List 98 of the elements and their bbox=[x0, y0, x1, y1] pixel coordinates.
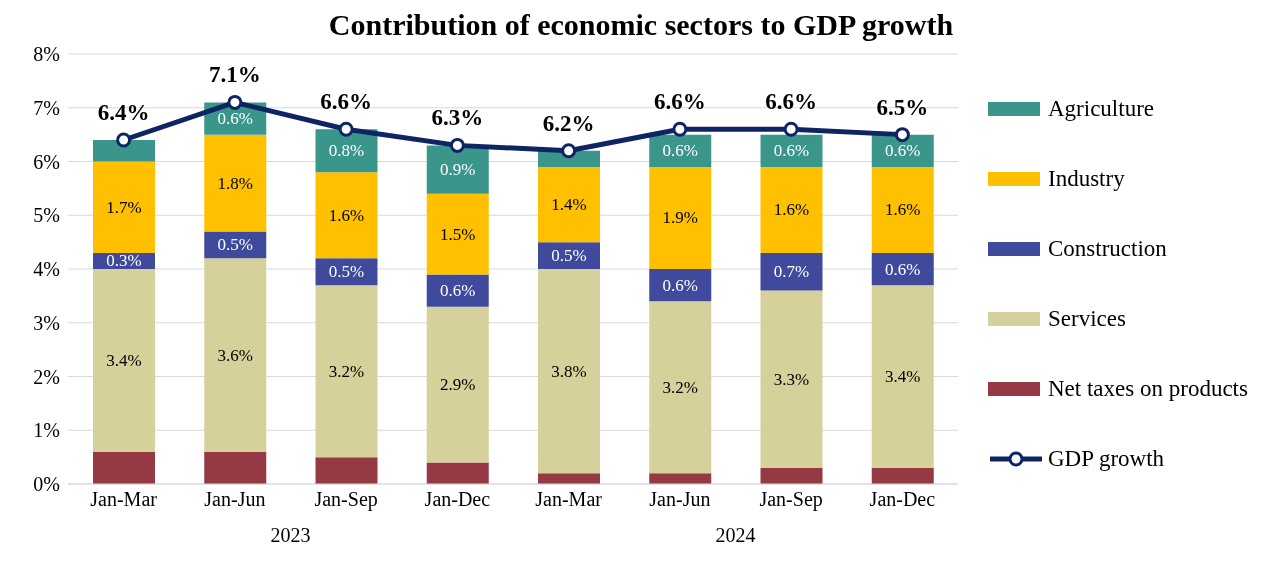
point bbox=[116, 132, 132, 148]
data-label: 3.6% bbox=[217, 345, 253, 365]
bar bbox=[871, 467, 934, 484]
data-label: 3.2% bbox=[328, 361, 365, 381]
data-label: 0.6% bbox=[662, 141, 698, 161]
legend-label: Construction bbox=[1048, 236, 1167, 262]
data-label: 0.3% bbox=[106, 251, 142, 271]
data-label: 7.1% bbox=[209, 62, 261, 88]
y-tick-label: 8% bbox=[33, 43, 60, 66]
bar bbox=[649, 473, 712, 484]
bar bbox=[426, 193, 489, 275]
bar bbox=[871, 285, 934, 468]
data-label: 3.3% bbox=[773, 369, 810, 389]
bar bbox=[93, 161, 155, 253]
y-tick-label: 7% bbox=[33, 96, 60, 119]
bar bbox=[760, 467, 823, 484]
y-tick-label: 6% bbox=[33, 150, 60, 173]
data-label: 0.9% bbox=[440, 160, 476, 180]
bar bbox=[204, 134, 267, 232]
bar bbox=[760, 252, 823, 291]
point bbox=[449, 137, 465, 153]
data-label: 0.5% bbox=[217, 235, 253, 255]
legend-label: Services bbox=[1048, 306, 1126, 332]
point bbox=[338, 121, 354, 137]
bar bbox=[93, 451, 155, 484]
y-tick-label: 0% bbox=[33, 473, 60, 496]
bar bbox=[649, 301, 712, 474]
data-label: 1.4% bbox=[551, 195, 587, 214]
x-tick-label: Jan-Sep bbox=[759, 488, 823, 512]
data-label: 1.5% bbox=[440, 224, 476, 244]
data-label: 1.7% bbox=[106, 197, 142, 217]
y-tick-label: 3% bbox=[33, 311, 60, 334]
data-label: 1.6% bbox=[885, 200, 921, 220]
data-label: 0.5% bbox=[328, 262, 365, 282]
y-tick-label: 2% bbox=[33, 365, 60, 388]
data-label: 1.6% bbox=[773, 200, 810, 220]
data-label: 6.2% bbox=[542, 110, 595, 136]
x-tick-label: Jan-Mar bbox=[535, 488, 603, 511]
chart-title: Contribution of economic sectors to GDP growth bbox=[327, 8, 955, 42]
bar bbox=[426, 274, 489, 307]
bar bbox=[93, 269, 155, 452]
data-label: 0.6% bbox=[885, 259, 921, 279]
bar bbox=[315, 172, 378, 259]
bar bbox=[871, 166, 934, 253]
x-tick-label: Jan-Dec bbox=[424, 488, 491, 511]
point bbox=[783, 121, 799, 137]
legend-label: Agriculture bbox=[1048, 96, 1155, 122]
data-label: 3.4% bbox=[106, 350, 142, 370]
data-label: 0.7% bbox=[773, 262, 810, 282]
legend-label: Industry bbox=[1048, 166, 1125, 192]
bar bbox=[315, 457, 378, 484]
bar bbox=[315, 285, 378, 458]
legend-label: Net taxes on products bbox=[1048, 376, 1248, 402]
bar bbox=[538, 269, 600, 474]
bar bbox=[426, 306, 489, 463]
data-label: 6.6% bbox=[765, 89, 817, 115]
data-label: 6.5% bbox=[876, 94, 929, 120]
bar bbox=[760, 166, 823, 253]
data-label: 1.6% bbox=[328, 205, 365, 225]
data-label: 1.8% bbox=[217, 173, 253, 193]
bar bbox=[760, 290, 823, 468]
data-label: 6.6% bbox=[320, 89, 372, 115]
data-label: 0.6% bbox=[217, 109, 253, 128]
data-label: 0.6% bbox=[773, 141, 810, 161]
data-label: 1.9% bbox=[662, 208, 698, 228]
data-label: 3.4% bbox=[885, 367, 921, 386]
bar bbox=[204, 258, 267, 452]
data-label: 0.5% bbox=[551, 246, 587, 266]
data-label: 2.9% bbox=[440, 375, 476, 395]
data-label: 0.8% bbox=[328, 141, 365, 161]
data-label: 0.6% bbox=[440, 281, 476, 300]
data-label: 3.2% bbox=[662, 377, 698, 397]
bar bbox=[93, 140, 155, 162]
y-tick-label: 5% bbox=[33, 204, 60, 227]
data-label: 0.6% bbox=[885, 141, 921, 161]
data-label: 0.6% bbox=[662, 275, 698, 295]
y-tick-label: 4% bbox=[33, 258, 60, 281]
data-label: 6.6% bbox=[654, 89, 706, 115]
x-tick-label: Jan-Dec bbox=[869, 488, 936, 511]
x-tick-label: Jan-Mar bbox=[90, 488, 158, 511]
text: 2023 bbox=[269, 524, 312, 547]
x-tick-label: Jan-Jun bbox=[204, 488, 266, 511]
point bbox=[227, 94, 243, 110]
data-label: 3.8% bbox=[551, 361, 587, 381]
y-tick-label: 1% bbox=[33, 419, 60, 442]
bar bbox=[538, 166, 600, 243]
bar bbox=[426, 462, 489, 484]
data-label: 6.4% bbox=[97, 100, 150, 125]
point bbox=[894, 127, 910, 143]
data-label: 6.3% bbox=[431, 105, 484, 131]
bar bbox=[204, 451, 267, 484]
bar bbox=[649, 166, 712, 269]
bar bbox=[538, 473, 600, 484]
legend-label: GDP growth bbox=[1048, 446, 1165, 472]
point bbox=[672, 121, 688, 137]
text: 2024 bbox=[714, 524, 757, 547]
x-tick-label: Jan-Sep bbox=[314, 488, 378, 512]
x-tick-label: Jan-Jun bbox=[649, 488, 711, 511]
